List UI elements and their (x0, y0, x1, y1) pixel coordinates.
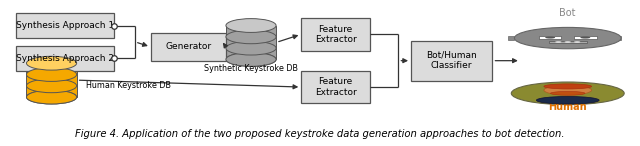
Ellipse shape (544, 84, 591, 89)
Bar (26, 63, 77, 97)
Bar (539, 36, 561, 39)
Bar (549, 41, 587, 43)
Text: Figure 4. Application of the two proposed keystroke data generation approaches t: Figure 4. Application of the two propose… (76, 128, 564, 139)
Bar (226, 26, 276, 59)
Ellipse shape (226, 53, 276, 66)
Ellipse shape (226, 41, 276, 55)
Text: Human Keystroke DB: Human Keystroke DB (86, 81, 171, 90)
Text: Feature
Extractor: Feature Extractor (315, 25, 356, 44)
Circle shape (574, 41, 580, 43)
FancyBboxPatch shape (411, 41, 493, 81)
Ellipse shape (26, 79, 77, 93)
Ellipse shape (536, 97, 599, 104)
Circle shape (545, 36, 556, 39)
Ellipse shape (550, 91, 585, 95)
Text: Synthetic Keystroke DB: Synthetic Keystroke DB (204, 64, 298, 73)
Text: Generator: Generator (165, 42, 211, 51)
Ellipse shape (26, 90, 77, 104)
Ellipse shape (26, 68, 77, 81)
Text: Feature
Extractor: Feature Extractor (315, 77, 356, 97)
Ellipse shape (26, 90, 77, 104)
FancyBboxPatch shape (301, 18, 370, 51)
FancyBboxPatch shape (150, 33, 226, 61)
Circle shape (564, 41, 571, 43)
Ellipse shape (26, 56, 77, 70)
Circle shape (580, 36, 590, 39)
Bar (508, 36, 515, 40)
Circle shape (515, 27, 621, 49)
Text: Bot/Human
Classifier: Bot/Human Classifier (426, 51, 477, 70)
Text: Human: Human (548, 101, 587, 112)
Ellipse shape (226, 53, 276, 66)
Circle shape (511, 82, 624, 105)
Text: Synthesis Approach 1: Synthesis Approach 1 (16, 21, 114, 30)
Ellipse shape (226, 30, 276, 44)
FancyBboxPatch shape (17, 46, 114, 71)
Ellipse shape (226, 19, 276, 32)
Circle shape (556, 41, 561, 43)
Bar (574, 36, 596, 39)
Circle shape (544, 85, 591, 95)
FancyBboxPatch shape (17, 13, 114, 38)
Text: Synthesis Approach 2: Synthesis Approach 2 (16, 54, 114, 63)
Text: Bot: Bot (559, 8, 576, 18)
Bar (615, 36, 621, 40)
FancyBboxPatch shape (301, 71, 370, 103)
